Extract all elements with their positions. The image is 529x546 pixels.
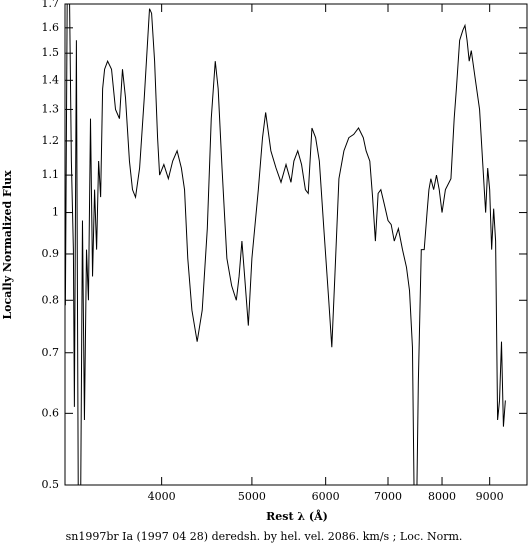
- x-tick-label: 8000: [428, 490, 456, 503]
- y-tick-label: 1.5: [42, 46, 60, 59]
- y-axis-label: Locally Normalized Flux: [1, 170, 14, 320]
- caption: sn1997br Ia (1997 04 28) deredsh. by hel…: [66, 530, 463, 543]
- y-tick-label: 0.7: [42, 346, 60, 359]
- x-axis-label: Rest λ (Å): [266, 509, 328, 523]
- x-tick-label: 4000: [148, 490, 176, 503]
- x-tick-label: 6000: [312, 490, 340, 503]
- y-tick-label: 0.8: [42, 293, 60, 306]
- x-tick-label: 7000: [374, 490, 402, 503]
- x-tick-label: 9000: [476, 490, 504, 503]
- plot-frame: [64, 3, 528, 486]
- y-tick-label: 1: [52, 206, 59, 219]
- y-tick-label: 1.4: [42, 73, 60, 86]
- y-tick-label: 0.5: [42, 478, 60, 491]
- y-tick-label: 1.6: [42, 21, 60, 34]
- y-tick-label: 1.1: [42, 168, 60, 181]
- y-tick-label: 0.9: [42, 247, 60, 260]
- x-tick-label: 5000: [238, 490, 266, 503]
- y-tick-label: 1.7: [42, 0, 60, 10]
- y-tick-label: 0.6: [42, 406, 60, 419]
- y-tick-label: 1.3: [42, 102, 60, 115]
- spectrum-line: [65, 4, 506, 485]
- y-tick-label: 1.2: [42, 134, 60, 147]
